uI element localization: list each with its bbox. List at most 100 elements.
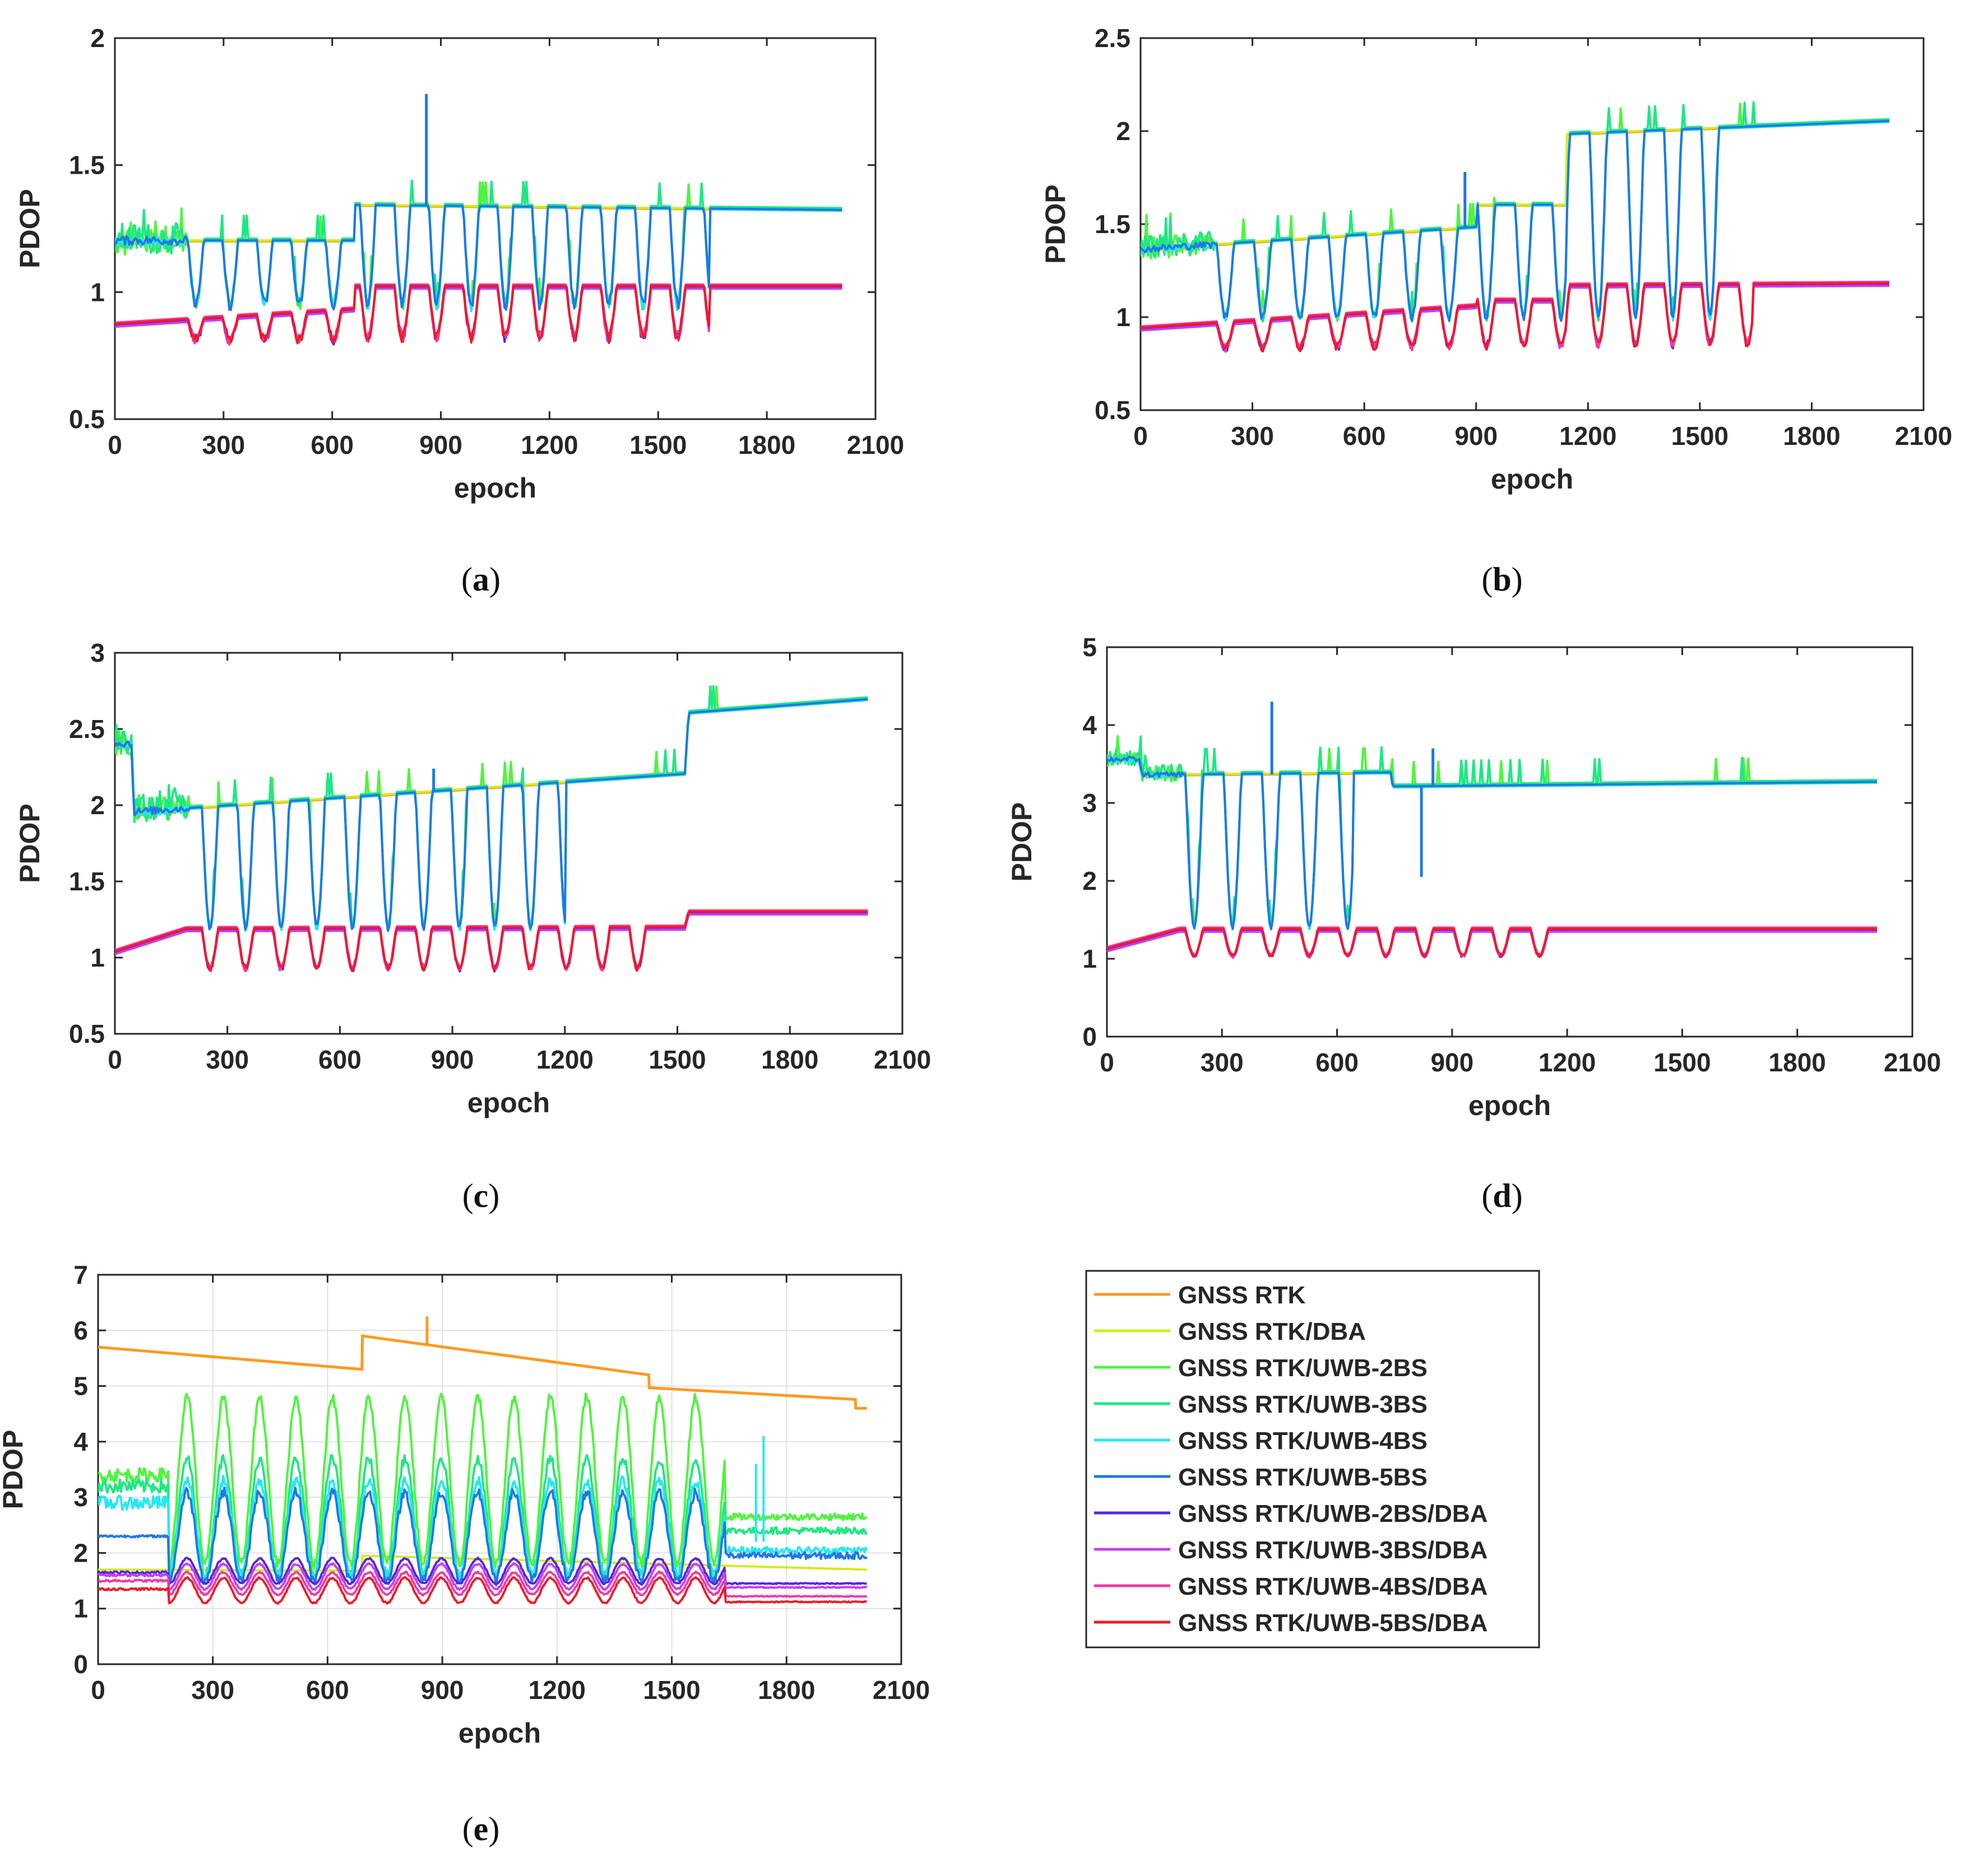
y-tick-label: 0 bbox=[73, 1650, 88, 1679]
caption-e: (e) bbox=[462, 1810, 500, 1847]
series-line-1 bbox=[115, 698, 868, 816]
x-tick-label: 2100 bbox=[874, 1045, 931, 1074]
series-line-2 bbox=[1107, 735, 1878, 930]
legend-label: GNSS RTK bbox=[1178, 1281, 1306, 1309]
x-tick-label: 2100 bbox=[1884, 1048, 1941, 1077]
y-tick-label: 0.5 bbox=[69, 405, 105, 434]
series-line-5 bbox=[115, 698, 868, 932]
series-line-3 bbox=[98, 1454, 868, 1581]
x-tick-label: 300 bbox=[206, 1045, 249, 1074]
caption-c: (c) bbox=[462, 1177, 500, 1214]
x-tick-label: 1500 bbox=[629, 430, 687, 459]
legend-label: GNSS RTK/UWB-4BS bbox=[1178, 1427, 1428, 1455]
plot-frame bbox=[1106, 646, 1913, 1038]
y-axis-label: PDOP bbox=[14, 804, 45, 883]
series-line-9 bbox=[1141, 282, 1889, 352]
x-tick-label: 300 bbox=[191, 1675, 234, 1705]
y-tick-label: 1 bbox=[1082, 944, 1097, 973]
y-tick-label: 1 bbox=[90, 943, 105, 972]
y-tick-label: 4 bbox=[73, 1427, 88, 1456]
y-tick-label: 2.5 bbox=[1095, 24, 1130, 53]
legend-label: GNSS RTK/UWB-3BS/DBA bbox=[1178, 1536, 1488, 1564]
x-tick-label: 1800 bbox=[758, 1675, 815, 1705]
y-tick-label: 4 bbox=[1082, 711, 1097, 740]
x-tick-label: 900 bbox=[421, 1675, 464, 1705]
x-tick-label: 2100 bbox=[847, 430, 904, 459]
series-line-6 bbox=[1141, 283, 1889, 352]
y-tick-label: 5 bbox=[73, 1372, 88, 1401]
x-tick-label: 1800 bbox=[1783, 421, 1840, 451]
legend-label: GNSS RTK/UWB-4BS/DBA bbox=[1178, 1573, 1488, 1600]
legend-label: GNSS RTK/UWB-5BS bbox=[1178, 1464, 1428, 1491]
y-axis-label: PDOP bbox=[14, 189, 45, 268]
series-line-7 bbox=[1107, 930, 1877, 959]
x-tick-label: 1200 bbox=[1559, 421, 1616, 451]
y-tick-label: 0.5 bbox=[69, 1019, 105, 1048]
x-tick-label: 600 bbox=[311, 430, 354, 459]
x-tick-label: 0 bbox=[1100, 1048, 1114, 1077]
x-tick-label: 300 bbox=[202, 430, 245, 459]
x-tick-label: 300 bbox=[1231, 421, 1274, 451]
y-tick-label: 1.5 bbox=[69, 151, 105, 180]
chart-panel-a: 0 300 600 900 1200 1500 1800 2100 0.5 1 1.5 2 epoch P… bbox=[14, 24, 904, 504]
x-tick-label: 600 bbox=[306, 1675, 349, 1705]
x-tick-label: 600 bbox=[1343, 421, 1386, 451]
series-lines bbox=[98, 1316, 868, 1605]
y-tick-label: 3 bbox=[1082, 788, 1097, 818]
x-tick-label: 0 bbox=[1133, 421, 1148, 451]
y-tick-label: 2.5 bbox=[69, 714, 105, 744]
x-tick-label: 0 bbox=[108, 1045, 122, 1074]
series-line-9 bbox=[115, 285, 842, 344]
caption-d: (d) bbox=[1481, 1177, 1523, 1214]
series-line-8 bbox=[98, 1570, 868, 1598]
x-tick-label: 900 bbox=[419, 430, 462, 459]
y-tick-label: 1 bbox=[90, 277, 105, 307]
series-line-9 bbox=[1107, 927, 1877, 959]
x-tick-label: 1200 bbox=[536, 1045, 594, 1074]
x-tick-label: 900 bbox=[431, 1045, 474, 1074]
caption-b: (b) bbox=[1481, 561, 1523, 598]
y-tick-label: 2 bbox=[73, 1538, 88, 1567]
plot-frame bbox=[114, 37, 877, 420]
x-tick-label: 1500 bbox=[648, 1045, 706, 1074]
y-tick-label: 2 bbox=[1082, 866, 1097, 895]
series-line-0 bbox=[115, 699, 868, 817]
y-tick-label: 3 bbox=[73, 1483, 88, 1512]
y-tick-label: 2 bbox=[90, 791, 105, 820]
y-tick-label: 5 bbox=[1082, 633, 1097, 662]
y-tick-label: 1 bbox=[1116, 303, 1130, 332]
chart-panel-c: 0 300 600 900 1200 1500 1800 2100 0.5 1 1.5 2 2.5 3 ep… bbox=[14, 638, 931, 1118]
x-tick-label: 1200 bbox=[529, 1675, 586, 1705]
y-tick-label: 1.5 bbox=[69, 867, 105, 896]
series-lines bbox=[115, 94, 842, 346]
y-tick-label: 3 bbox=[90, 638, 105, 667]
x-tick-label: 1800 bbox=[761, 1045, 818, 1074]
x-tick-label: 300 bbox=[1201, 1048, 1244, 1077]
legend-label: GNSS RTK/UWB-2BS bbox=[1178, 1354, 1428, 1382]
series-line-9 bbox=[115, 911, 868, 972]
chart-panel-d: 0 300 600 900 1200 1500 1800 2100 0 1 2 3 4 5 epoch PDO… bbox=[1006, 633, 1941, 1121]
y-tick-label: 0.5 bbox=[1095, 396, 1130, 425]
y-tick-label: 0 bbox=[1082, 1022, 1097, 1051]
legend: GNSS RTK GNSS RTK/DBA GNSS RTK/UWB-2BS GNSS… bbox=[1085, 1270, 1540, 1649]
x-tick-label: 1500 bbox=[643, 1675, 700, 1705]
x-axis-label: epoch bbox=[454, 472, 536, 504]
y-axis-label: PDOP bbox=[0, 1430, 29, 1510]
x-tick-label: 1800 bbox=[1769, 1048, 1826, 1077]
y-tick-label: 7 bbox=[73, 1260, 88, 1289]
y-tick-label: 1.5 bbox=[1095, 210, 1130, 239]
series-line-5 bbox=[1107, 756, 1877, 931]
series-line-8 bbox=[1141, 280, 1889, 351]
legend-label: GNSS RTK/UWB-3BS bbox=[1178, 1391, 1428, 1418]
x-tick-label: 2100 bbox=[1895, 421, 1952, 451]
x-tick-label: 0 bbox=[91, 1675, 105, 1705]
x-tick-label: 1200 bbox=[1539, 1048, 1596, 1077]
series-line-2 bbox=[98, 1392, 867, 1570]
y-axis-label: PDOP bbox=[1006, 802, 1037, 882]
x-tick-label: 2100 bbox=[873, 1675, 930, 1705]
series-lines bbox=[115, 685, 868, 973]
series-line-6 bbox=[98, 1556, 867, 1586]
x-tick-label: 600 bbox=[1315, 1048, 1359, 1077]
x-tick-label: 900 bbox=[1454, 421, 1498, 451]
